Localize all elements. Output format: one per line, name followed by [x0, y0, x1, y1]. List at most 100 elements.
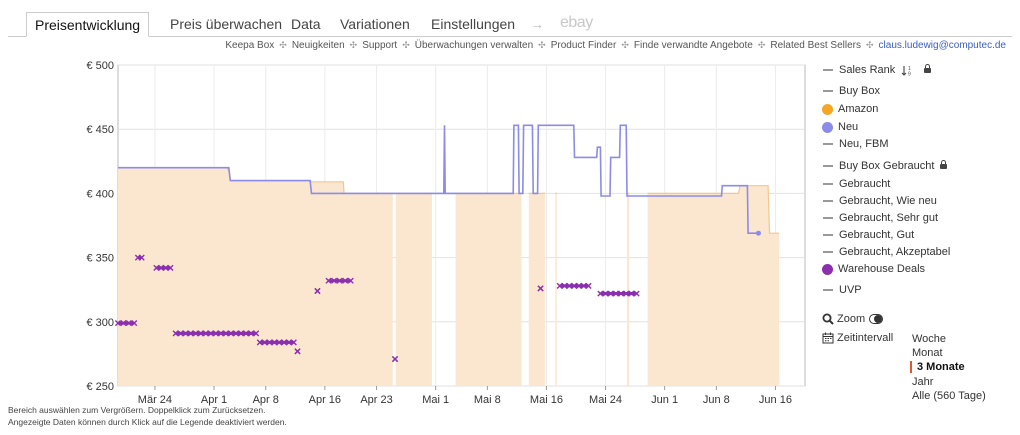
interval-woche[interactable]: Woche: [912, 333, 947, 345]
svg-text:9: 9: [908, 71, 911, 76]
interval-3-monate[interactable]: 3 Monate: [910, 361, 965, 373]
interval-monat[interactable]: Monat: [912, 347, 943, 359]
warehouse-deal-marker: [537, 285, 544, 292]
warehouse-deal-marker: [114, 319, 122, 327]
subnav-verwandte-angebote[interactable]: Finde verwandte Angebote: [633, 40, 753, 51]
subnav-neuigkeiten[interactable]: Neuigkeiten: [291, 40, 345, 51]
svg-text:1: 1: [908, 66, 911, 72]
legend-item-warehouse-deals[interactable]: Warehouse Deals: [822, 263, 925, 275]
legend-line-icon: [823, 289, 833, 292]
warehouse-deal-marker: [162, 264, 169, 271]
warehouse-deal-marker: [342, 277, 349, 284]
x-tick-label: Apr 16: [309, 394, 341, 406]
legend-line-icon: [823, 183, 833, 186]
x-tick-label: Jun 16: [759, 394, 792, 406]
legend-item-gebraucht-gut[interactable]: Gebraucht, Gut: [822, 229, 914, 241]
tab-bar: Preisentwicklung Preis überwachen Data V…: [8, 12, 1012, 37]
x-tick-label: Apr 23: [360, 394, 392, 406]
separator-icon: ✣: [621, 40, 629, 50]
warehouse-deal-marker: [325, 277, 332, 284]
warehouse-deal-marker: [227, 330, 235, 337]
tab-data[interactable]: Data: [291, 16, 321, 32]
warehouse-deal-marker: [575, 282, 583, 289]
legend-item-uvp[interactable]: UVP: [822, 284, 862, 296]
legend-line-icon: [823, 69, 833, 72]
legend-item-buy-box-gebraucht[interactable]: Buy Box Gebraucht: [822, 159, 948, 172]
warehouse-deal-marker: [561, 282, 568, 289]
warehouse-deal-marker: [197, 330, 204, 337]
warehouse-deal-marker: [131, 319, 138, 327]
x-tick-label: Apr 1: [201, 394, 227, 406]
warehouse-deal-marker: [153, 264, 160, 271]
warehouse-deal-marker: [212, 330, 219, 337]
separator-icon: ✣: [349, 40, 358, 50]
warehouse-deal-marker: [232, 330, 240, 337]
warehouse-deal-marker: [253, 330, 260, 337]
interval-alle[interactable]: Alle (560 Tage): [912, 390, 986, 402]
warehouse-deal-marker: [556, 282, 563, 289]
x-tick-label: Mai 8: [474, 394, 501, 406]
zoom-control[interactable]: Zoom: [822, 313, 884, 325]
legend-line-icon: [823, 251, 833, 254]
subnav-ueberwachungen[interactable]: Überwachungen verwalten: [414, 40, 534, 51]
warehouse-deal-marker: [623, 290, 630, 297]
interval-label: Zeitintervall: [822, 332, 893, 344]
warehouse-deal-marker: [336, 277, 343, 284]
legend-item-gebraucht-sehr-gut[interactable]: Gebraucht, Sehr gut: [822, 212, 938, 224]
tab-einstellungen[interactable]: Einstellungen: [431, 16, 516, 32]
warehouse-deal-marker: [607, 290, 614, 297]
tab-preis-ueberwachen[interactable]: Preis überwachen: [170, 16, 283, 32]
warehouse-deal-marker: [266, 339, 273, 346]
warehouse-deal-marker: [571, 282, 578, 289]
warehouse-deal-marker: [120, 319, 127, 327]
legend-item-gebraucht-wie-neu[interactable]: Gebraucht, Wie neu: [822, 195, 937, 207]
tab-variationen[interactable]: Variationen: [340, 16, 410, 32]
y-tick-label: € 500: [86, 60, 114, 72]
sub-navigation: Keepa Box ✣ Neuigkeiten ✣ Support ✣ Überwachun…: [225, 40, 1006, 51]
tab-preisentwicklung[interactable]: Preisentwicklung: [26, 12, 150, 37]
ebay-link[interactable]: ebay: [560, 14, 593, 31]
arrow-right-icon: →: [530, 16, 544, 32]
warehouse-deal-marker: [628, 290, 635, 297]
interval-jahr[interactable]: Jahr: [912, 376, 934, 388]
neu-end-point: [755, 230, 761, 236]
warehouse-deal-marker: [138, 254, 145, 261]
warehouse-deal-marker: [192, 330, 199, 337]
legend-item-amazon[interactable]: Amazon: [822, 103, 878, 115]
legend-hint: Angezeigte Daten können durch Klick auf …: [8, 417, 287, 427]
toggle-icon[interactable]: [869, 314, 884, 325]
x-tick-label: Mai 1: [422, 394, 449, 406]
warehouse-deal-marker: [237, 330, 245, 337]
legend-item-gebraucht[interactable]: Gebraucht: [822, 178, 890, 190]
warehouse-deal-marker: [285, 339, 293, 346]
legend-item-buy-box[interactable]: Buy Box: [822, 85, 880, 97]
warehouse-deal-marker: [633, 290, 640, 297]
warehouse-deal-marker: [617, 290, 625, 297]
warehouse-deal-marker: [172, 330, 179, 337]
legend-line-icon: [823, 90, 833, 93]
warehouse-deal-marker: [290, 339, 297, 346]
legend-item-neu[interactable]: Neu: [822, 121, 858, 133]
y-tick-label: € 250: [86, 381, 114, 393]
warehouse-deal-marker: [585, 282, 592, 289]
warehouse-deal-marker: [167, 264, 174, 271]
warehouse-deal-marker: [281, 339, 288, 346]
legend-item-gebraucht-akzeptabel[interactable]: Gebraucht, Akzeptabel: [822, 246, 950, 258]
separator-icon: ✣: [757, 40, 766, 50]
sort-numeric-icon: 19: [901, 65, 911, 77]
subnav-related-best-sellers[interactable]: Related Best Sellers: [770, 40, 861, 51]
calendar-icon: [822, 332, 834, 344]
x-tick-label: Apr 8: [253, 394, 279, 406]
legend-line-icon: [823, 217, 833, 220]
legend-dot-icon: [822, 121, 833, 133]
lock-icon: [940, 159, 948, 169]
legend-item-neu-fbm[interactable]: Neu, FBM: [822, 138, 889, 150]
separator-icon: ✣: [538, 40, 546, 50]
subnav-support[interactable]: Support: [362, 40, 398, 51]
subnav-product-finder[interactable]: Product Finder: [550, 40, 617, 51]
subnav-keepa-box[interactable]: Keepa Box: [225, 40, 275, 51]
user-email-link[interactable]: claus.ludewig@computec.de: [878, 40, 1006, 51]
zoom-hint: Bereich auswählen zum Vergrößern. Doppel…: [8, 405, 266, 415]
